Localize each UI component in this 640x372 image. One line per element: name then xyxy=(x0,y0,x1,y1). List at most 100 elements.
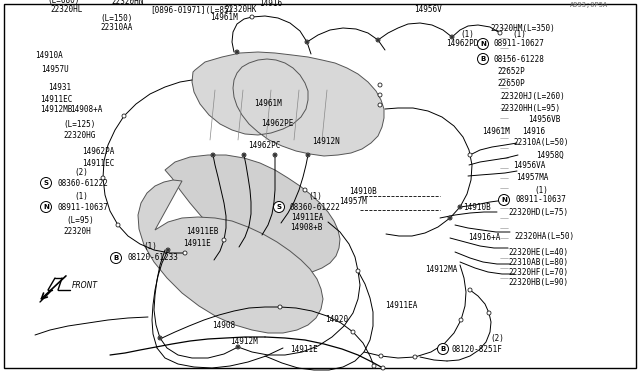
Text: 22310AB(L=80): 22310AB(L=80) xyxy=(508,257,568,266)
Polygon shape xyxy=(138,180,323,333)
Circle shape xyxy=(159,337,161,340)
Circle shape xyxy=(242,153,246,157)
Circle shape xyxy=(378,103,382,107)
Circle shape xyxy=(116,223,120,227)
Text: 22320HL: 22320HL xyxy=(50,6,83,15)
Circle shape xyxy=(449,217,451,219)
Text: 08120-8251F: 08120-8251F xyxy=(452,344,503,353)
Text: 14910B: 14910B xyxy=(349,186,377,196)
Text: 14956V: 14956V xyxy=(414,6,442,15)
Text: (L=150): (L=150) xyxy=(100,13,132,22)
Circle shape xyxy=(376,38,380,42)
Text: 14931: 14931 xyxy=(48,83,71,93)
Text: 14910A: 14910A xyxy=(35,51,63,60)
Circle shape xyxy=(40,202,51,212)
Circle shape xyxy=(237,346,239,349)
Circle shape xyxy=(305,40,309,44)
Text: 14912N: 14912N xyxy=(312,137,340,145)
Circle shape xyxy=(448,216,452,220)
Text: 22310A(L=50): 22310A(L=50) xyxy=(513,138,568,148)
Text: (2): (2) xyxy=(74,169,88,177)
Text: 22320HJ(L=260): 22320HJ(L=260) xyxy=(500,93,564,102)
Text: 14908: 14908 xyxy=(212,321,235,330)
Circle shape xyxy=(211,154,214,157)
Circle shape xyxy=(243,154,246,157)
Circle shape xyxy=(303,188,307,192)
Circle shape xyxy=(376,38,380,42)
Text: 22652P: 22652P xyxy=(497,67,525,77)
Circle shape xyxy=(477,54,488,64)
Text: 14957M: 14957M xyxy=(339,196,367,205)
Text: B: B xyxy=(113,255,118,261)
Circle shape xyxy=(40,177,51,189)
Circle shape xyxy=(236,51,239,54)
Circle shape xyxy=(235,50,239,54)
Text: 22320HE(L=40): 22320HE(L=40) xyxy=(508,247,568,257)
Circle shape xyxy=(499,195,509,205)
Text: 14912MA: 14912MA xyxy=(425,266,458,275)
Circle shape xyxy=(458,205,461,208)
Text: 14956VB: 14956VB xyxy=(528,115,561,124)
Text: 08911-10637: 08911-10637 xyxy=(57,202,108,212)
Text: 22320HN: 22320HN xyxy=(111,0,143,6)
Text: 14956VA: 14956VA xyxy=(513,161,545,170)
Circle shape xyxy=(498,31,502,35)
Text: (1): (1) xyxy=(512,29,526,38)
Circle shape xyxy=(381,366,385,370)
Circle shape xyxy=(451,35,454,38)
Text: 14908+B: 14908+B xyxy=(290,224,323,232)
Text: 14958Q: 14958Q xyxy=(536,151,564,160)
Text: 14962PC: 14962PC xyxy=(248,141,280,150)
Text: 14911EB: 14911EB xyxy=(186,228,218,237)
Circle shape xyxy=(372,364,376,368)
Circle shape xyxy=(351,330,355,334)
Polygon shape xyxy=(165,155,340,273)
Text: 22320HG: 22320HG xyxy=(63,131,95,141)
Text: 14911EA: 14911EA xyxy=(385,301,417,310)
Text: 14912MB: 14912MB xyxy=(40,106,72,115)
Text: 14911E: 14911E xyxy=(183,238,211,247)
Text: 14961M: 14961M xyxy=(254,99,282,108)
Text: N: N xyxy=(501,197,507,203)
Text: 14920: 14920 xyxy=(325,315,348,324)
Text: N: N xyxy=(480,41,486,47)
Text: 14962PE: 14962PE xyxy=(261,119,293,128)
Text: 08156-61228: 08156-61228 xyxy=(494,55,545,64)
Text: FRONT: FRONT xyxy=(72,280,98,289)
Text: 08911-10627: 08911-10627 xyxy=(494,39,545,48)
Text: 22320HF(L=70): 22320HF(L=70) xyxy=(508,267,568,276)
Circle shape xyxy=(273,202,285,212)
Circle shape xyxy=(122,114,126,118)
Text: 22320HM(L=350): 22320HM(L=350) xyxy=(490,23,555,32)
Text: 14911EA: 14911EA xyxy=(291,212,323,221)
Circle shape xyxy=(222,238,226,242)
Circle shape xyxy=(166,248,170,252)
Text: 22320HA(L=50): 22320HA(L=50) xyxy=(514,232,574,241)
Text: 08360-61222: 08360-61222 xyxy=(57,179,108,187)
Circle shape xyxy=(236,345,240,349)
Circle shape xyxy=(477,38,488,49)
Text: (1): (1) xyxy=(460,29,474,38)
Circle shape xyxy=(211,153,215,157)
Text: (2): (2) xyxy=(490,334,504,343)
Text: 14911EC: 14911EC xyxy=(82,158,115,167)
Text: (L=95): (L=95) xyxy=(66,217,93,225)
Text: 22320HK: 22320HK xyxy=(224,6,257,15)
Text: (1): (1) xyxy=(74,192,88,201)
Text: 14916: 14916 xyxy=(259,0,282,7)
Text: 14962PD: 14962PD xyxy=(446,39,478,48)
Text: N: N xyxy=(43,204,49,210)
Text: 14911E: 14911E xyxy=(290,344,317,353)
Text: 22320H: 22320H xyxy=(63,228,91,237)
Text: 08911-10637: 08911-10637 xyxy=(516,196,567,205)
Circle shape xyxy=(250,15,254,19)
Circle shape xyxy=(305,41,308,44)
Text: 14908+A: 14908+A xyxy=(70,106,102,115)
Circle shape xyxy=(378,83,382,87)
Circle shape xyxy=(166,248,170,251)
Circle shape xyxy=(307,154,310,157)
Text: 08120-61233: 08120-61233 xyxy=(127,253,178,263)
Text: B: B xyxy=(440,346,445,352)
Text: 14910B: 14910B xyxy=(463,202,491,212)
Text: B: B xyxy=(481,56,486,62)
